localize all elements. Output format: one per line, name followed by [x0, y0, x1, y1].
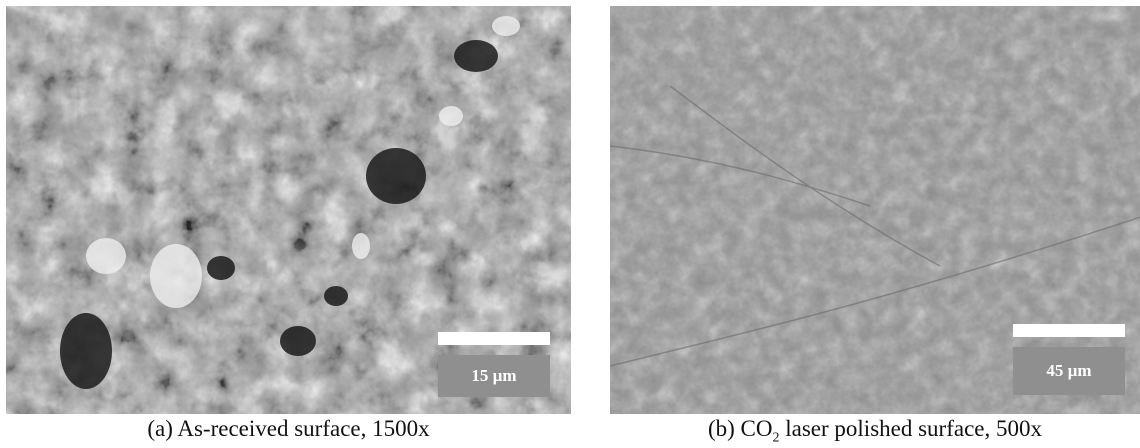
- sem-image-as-received: 15 µm: [6, 6, 571, 414]
- caption-laser-polished: (b) CO2 laser polished surface, 500x: [610, 416, 1140, 447]
- scale-bar: [1013, 324, 1125, 337]
- caption-suffix: laser polished surface, 500x: [779, 416, 1043, 441]
- sem-image-laser-polished: 45 µm: [610, 6, 1140, 414]
- sem-micrograph-rough: [6, 6, 571, 414]
- caption-subscript: 2: [772, 430, 780, 446]
- caption-as-received: (a) As-received surface, 1500x: [147, 416, 430, 441]
- scale-bar: [438, 332, 550, 345]
- sem-micrograph-smooth: [610, 6, 1140, 414]
- caption-prefix: (b) CO: [707, 416, 773, 441]
- scale-label: 45 µm: [1013, 347, 1125, 395]
- scale-label: 15 µm: [438, 355, 550, 397]
